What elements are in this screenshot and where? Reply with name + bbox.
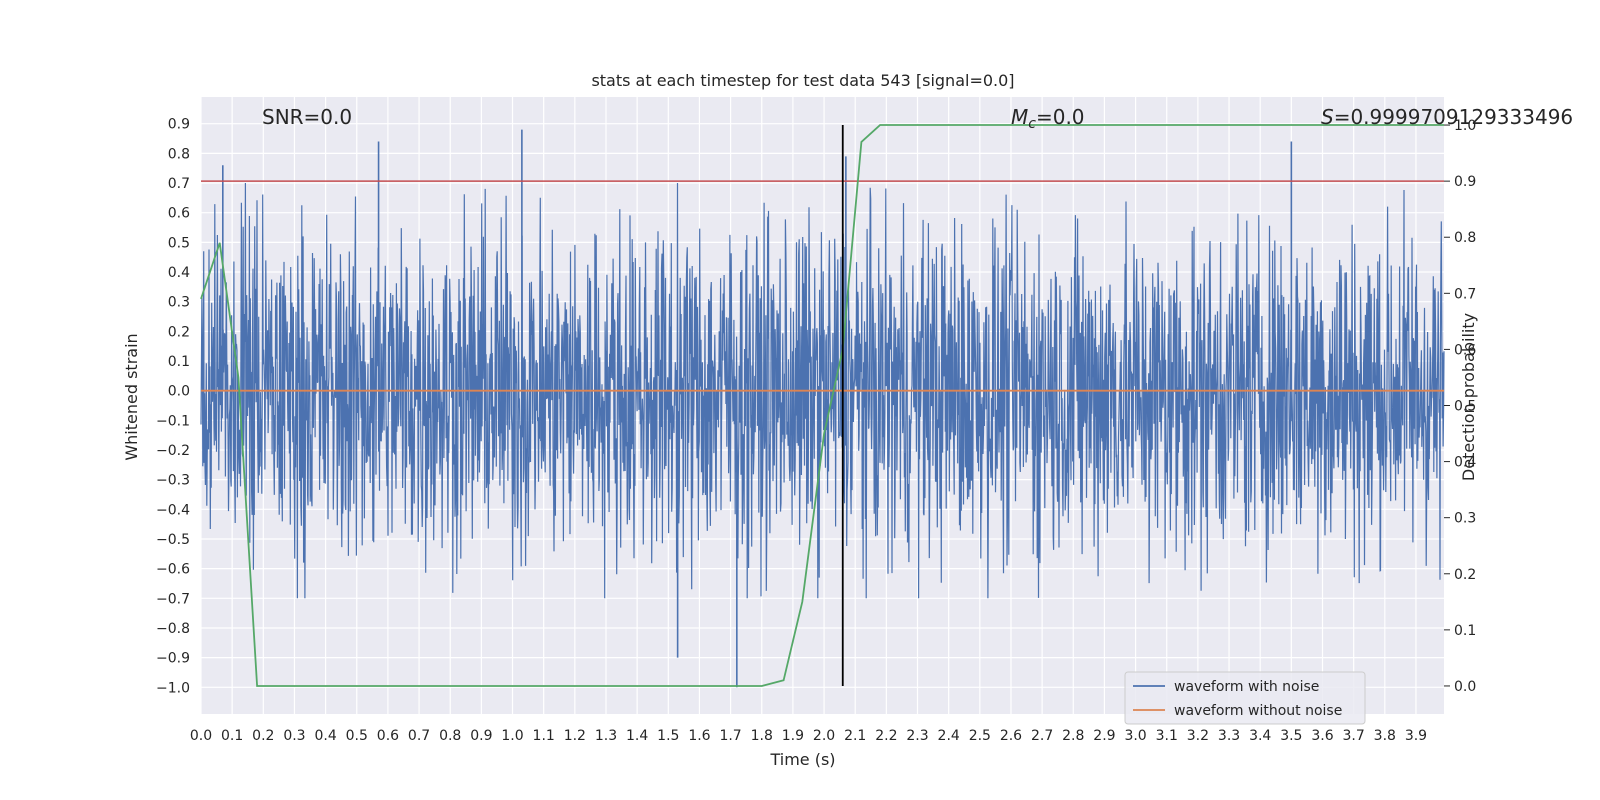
y-tick-label: −0.4 — [156, 502, 190, 518]
x-tick-label: 3.2 — [1187, 728, 1209, 744]
x-ticks: 0.0 0.1 0.2 0.3 0.4 0.5 0.6 0.7 0.8 0.9 1.0 1.1 1.2 1… — [190, 728, 1427, 744]
x-tick-label: 0.2 — [252, 728, 274, 744]
y-axis-label: Whitened strain — [122, 333, 141, 460]
x-tick-label: 1.6 — [688, 728, 710, 744]
x-tick-label: 2.5 — [969, 728, 991, 744]
x-tick-label: 3.9 — [1405, 728, 1427, 744]
x-tick-label: 0.8 — [439, 728, 461, 744]
y-tick-label: −0.2 — [156, 443, 190, 459]
y2-tick-label: 0.0 — [1454, 679, 1476, 695]
y-tick-label: 0.4 — [168, 265, 190, 281]
x-tick-label: 3.6 — [1311, 728, 1333, 744]
x-tick-label: 0.4 — [314, 728, 336, 744]
x-tick-label: 1.3 — [595, 728, 617, 744]
x-tick-label: 2.3 — [906, 728, 928, 744]
x-tick-label: 1.5 — [657, 728, 679, 744]
x-tick-label: 2.8 — [1062, 728, 1084, 744]
x-tick-label: 1.4 — [626, 728, 648, 744]
x-tick-label: 2.2 — [875, 728, 897, 744]
x-tick-label: 2.0 — [813, 728, 835, 744]
x-tick-label: 1.0 — [501, 728, 523, 744]
chart-title: stats at each timestep for test data 543… — [591, 71, 1014, 90]
y2-tick-label: 0.2 — [1454, 567, 1476, 583]
y2-axis-label: Detection probability — [1459, 313, 1478, 481]
y-tick-label: 0.9 — [168, 117, 190, 133]
x-tick-label: 3.1 — [1156, 728, 1178, 744]
x-tick-label: 0.6 — [377, 728, 399, 744]
x-tick-label: 3.5 — [1280, 728, 1302, 744]
y-tick-label: −0.9 — [156, 651, 190, 667]
y2-tick-label: 0.1 — [1454, 623, 1476, 639]
x-tick-label: 0.5 — [346, 728, 368, 744]
x-tick-label: 3.3 — [1218, 728, 1240, 744]
s-symbol: S — [1321, 105, 1334, 129]
y-tick-label: −0.6 — [156, 562, 190, 578]
legend-label-with-noise: waveform with noise — [1174, 679, 1319, 695]
y2-tick-label: 0.5 — [1454, 399, 1476, 415]
y-tick-label: 0.6 — [168, 206, 190, 222]
x-tick-label: 1.2 — [564, 728, 586, 744]
y-tick-label: −0.7 — [156, 591, 190, 607]
x-tick-label: 1.1 — [533, 728, 555, 744]
y-tick-label: 0.0 — [168, 384, 190, 400]
snr-annotation: SNR=0.0 — [262, 105, 352, 129]
x-tick-label: 0.0 — [190, 728, 212, 744]
y-tick-label: −0.5 — [156, 532, 190, 548]
x-tick-label: 3.0 — [1124, 728, 1146, 744]
y-tick-label: −0.1 — [156, 413, 190, 429]
x-tick-label: 1.7 — [719, 728, 741, 744]
noise-path — [200, 182, 1445, 599]
y2-tick-label: 0.4 — [1454, 455, 1476, 471]
y-tick-label: 0.3 — [168, 295, 190, 311]
y2-tick-label: 0.3 — [1454, 511, 1476, 527]
x-tick-label: 0.1 — [221, 728, 243, 744]
x-tick-label: 1.9 — [782, 728, 804, 744]
x-tick-label: 2.9 — [1093, 728, 1115, 744]
y-tick-label: 0.2 — [168, 324, 190, 340]
legend: waveform with noise waveform without noi… — [1124, 671, 1366, 725]
y2-ticks: 1.0 0.9 0.8 0.7 0.6 0.5 0.4 0.3 0.2 0.1 0.0 — [1444, 118, 1476, 695]
x-tick-label: 3.7 — [1343, 728, 1365, 744]
x-tick-label: 2.7 — [1031, 728, 1053, 744]
y-tick-label: 0.7 — [168, 176, 190, 192]
x-tick-label: 3.8 — [1374, 728, 1396, 744]
x-tick-label: 2.6 — [1000, 728, 1022, 744]
x-tick-label: 0.3 — [283, 728, 305, 744]
legend-box — [1124, 671, 1366, 725]
y2-tick-label: 0.7 — [1454, 286, 1476, 302]
x-tick-label: 3.4 — [1249, 728, 1271, 744]
legend-label-without-noise: waveform without noise — [1174, 703, 1342, 719]
mc-symbol: M — [1011, 105, 1028, 129]
mc-value: =0.0 — [1036, 105, 1085, 129]
x-tick-label: 2.4 — [938, 728, 960, 744]
x-tick-label: 0.7 — [408, 728, 430, 744]
y-tick-label: 0.8 — [168, 146, 190, 162]
mc-annotation: Mc=0.0 — [1011, 105, 1085, 132]
s-annotation: S=0.9999709129333496 — [1321, 105, 1573, 129]
y-tick-label: −0.3 — [156, 473, 190, 489]
x-tick-label: 2.1 — [844, 728, 866, 744]
series-detection-probability — [200, 124, 1444, 687]
y-tick-label: −1.0 — [156, 680, 190, 696]
y2-tick-label: 0.6 — [1454, 342, 1476, 358]
y-ticks: 0.9 0.8 0.7 0.6 0.5 0.4 0.3 0.2 0.1 0.0 −0.1 −0.2 −0… — [156, 117, 190, 697]
y-tick-label: 0.5 — [168, 235, 190, 251]
mc-subscript: c — [1028, 116, 1036, 132]
x-axis-label: Time (s) — [769, 750, 835, 769]
y2-tick-label: 0.8 — [1454, 230, 1476, 246]
series-waveform-with-noise — [200, 129, 1445, 688]
x-tick-label: 1.8 — [751, 728, 773, 744]
x-tick-label: 0.9 — [470, 728, 492, 744]
y-tick-label: −0.8 — [156, 621, 190, 637]
s-value: =0.9999709129333496 — [1334, 105, 1573, 129]
y-tick-label: 0.1 — [168, 354, 190, 370]
y2-tick-label: 1.0 — [1454, 118, 1476, 134]
y2-tick-label: 0.9 — [1454, 174, 1476, 190]
